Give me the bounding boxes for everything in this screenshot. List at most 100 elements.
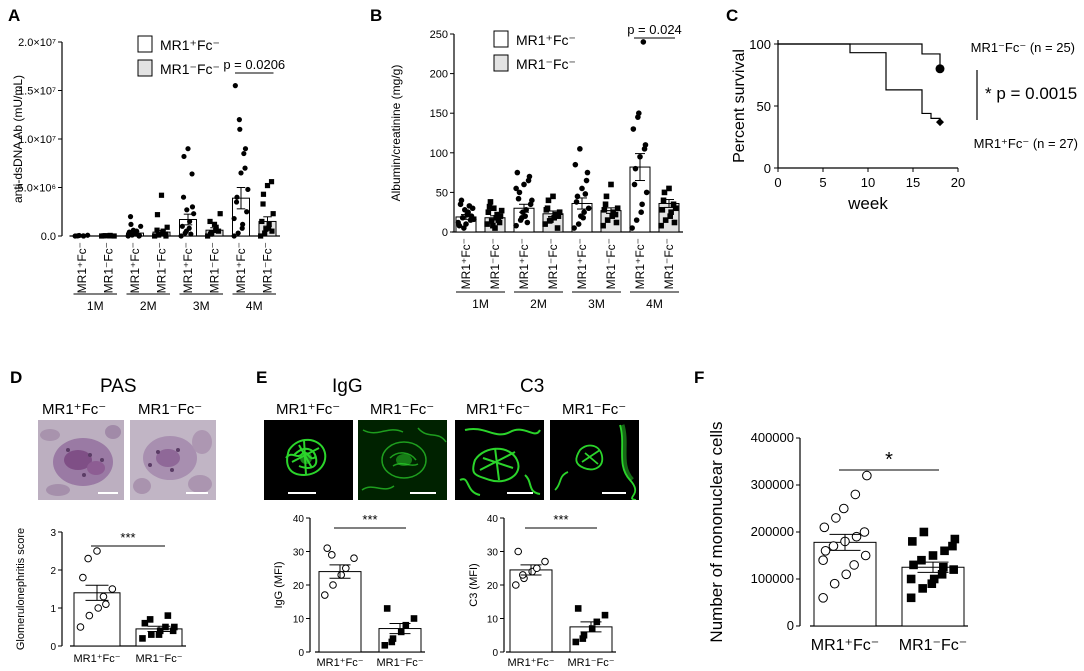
data-point	[588, 625, 596, 632]
group-label: 3M	[588, 297, 605, 311]
data-point	[266, 221, 272, 227]
y-tick-label: 100000	[751, 571, 794, 586]
data-point	[402, 621, 410, 629]
data-point	[154, 212, 161, 218]
legend-swatch	[493, 30, 509, 48]
x-tick-label: MR1⁺Fc⁻	[181, 242, 195, 293]
data-point	[862, 470, 872, 481]
data-point	[542, 221, 548, 227]
panel-letter-a: A	[8, 6, 21, 25]
data-point	[583, 177, 590, 184]
data-point	[579, 185, 585, 192]
data-point	[548, 217, 554, 223]
survival-curve	[778, 43, 941, 69]
data-point	[929, 574, 939, 584]
c3-image-mr1pos	[455, 420, 544, 500]
scale-bar	[410, 492, 436, 494]
data-point	[242, 165, 248, 171]
data-point	[543, 207, 550, 213]
data-point	[572, 161, 579, 168]
significance-label: ***	[362, 512, 377, 527]
data-point	[632, 165, 639, 172]
data-point	[636, 110, 642, 116]
data-point	[350, 554, 358, 563]
y-tick-label: 0	[298, 648, 304, 659]
x-tick-label: 0	[774, 175, 781, 190]
data-point	[604, 217, 611, 223]
data-point	[638, 209, 644, 215]
c3-label-mr1pos: MR1⁺Fc⁻	[466, 401, 531, 418]
x-tick-label: 5	[819, 175, 826, 190]
y-tick-label: 20	[293, 581, 305, 592]
data-point	[514, 547, 523, 556]
data-point	[146, 616, 154, 623]
data-point	[205, 233, 211, 239]
data-point	[575, 221, 582, 227]
y-tick-label: 0	[50, 642, 56, 653]
data-point	[213, 227, 219, 233]
data-point	[85, 232, 91, 238]
data-point	[189, 171, 195, 177]
y-tick-label: 1.0×10⁷	[18, 134, 56, 146]
data-point	[101, 233, 107, 239]
data-point	[244, 209, 250, 215]
data-point	[136, 232, 143, 239]
c3-image-mr1neg	[550, 420, 639, 500]
data-point	[397, 628, 405, 636]
data-point	[819, 522, 830, 533]
data-point	[529, 197, 535, 204]
data-point	[188, 231, 194, 237]
scale-bar	[186, 492, 208, 494]
scale-bar	[288, 492, 316, 494]
igg-image-mr1neg	[358, 420, 447, 500]
data-point	[629, 225, 635, 231]
y-tick-label: 10	[487, 615, 499, 626]
data-point	[633, 217, 640, 223]
data-point	[672, 205, 679, 212]
data-point	[490, 222, 496, 229]
scale-bar	[507, 492, 533, 494]
data-point	[321, 591, 329, 599]
pas-title: PAS	[100, 376, 137, 397]
data-point	[181, 153, 187, 160]
y-tick-label: 1	[50, 604, 56, 615]
series-label: MR1⁻Fc⁻ (n = 25)	[971, 40, 1075, 55]
y-tick-label: 50	[757, 99, 771, 114]
data-point	[585, 205, 592, 212]
scale-bar	[602, 492, 626, 494]
panel-letter-f: F	[694, 368, 705, 387]
x-tick-label: MR1⁺Fc⁻	[811, 637, 879, 654]
y-tick-label: 300000	[751, 477, 794, 492]
data-point	[148, 631, 155, 638]
y-axis-label: Albumin/creatinine (mg/g)	[389, 65, 403, 202]
series-label: MR1⁺Fc⁻ (n = 27)	[974, 136, 1078, 151]
group-label: 2M	[530, 297, 547, 311]
pas-label-mr1pos: MR1⁺Fc⁻	[42, 401, 107, 418]
data-point	[158, 192, 165, 198]
y-tick-label: 5.0×10⁶	[18, 183, 56, 195]
data-point	[74, 233, 81, 239]
data-point	[241, 150, 247, 157]
y-axis-label: IgG (MFI)	[273, 561, 285, 608]
x-tick-label: MR1⁻Fc⁻	[546, 238, 560, 289]
y-tick-label: 40	[293, 514, 305, 525]
data-point	[578, 213, 584, 219]
x-tick-label: MR1⁺Fc⁻	[73, 653, 120, 665]
data-point	[458, 197, 465, 204]
x-tick-label: 20	[951, 175, 965, 190]
data-point	[577, 146, 583, 152]
data-point	[556, 209, 563, 215]
data-point	[818, 593, 828, 603]
data-point	[928, 551, 938, 560]
data-point	[820, 546, 831, 556]
significance-label: p = 0.024	[627, 22, 682, 37]
x-tick-label: MR1⁻Fc⁻	[899, 637, 967, 654]
group-label: 1M	[87, 299, 104, 313]
y-tick-label: 20	[487, 581, 499, 592]
data-point	[94, 604, 102, 612]
data-point	[171, 623, 178, 631]
data-point	[164, 224, 170, 230]
data-point	[601, 611, 609, 619]
data-point	[388, 638, 396, 646]
